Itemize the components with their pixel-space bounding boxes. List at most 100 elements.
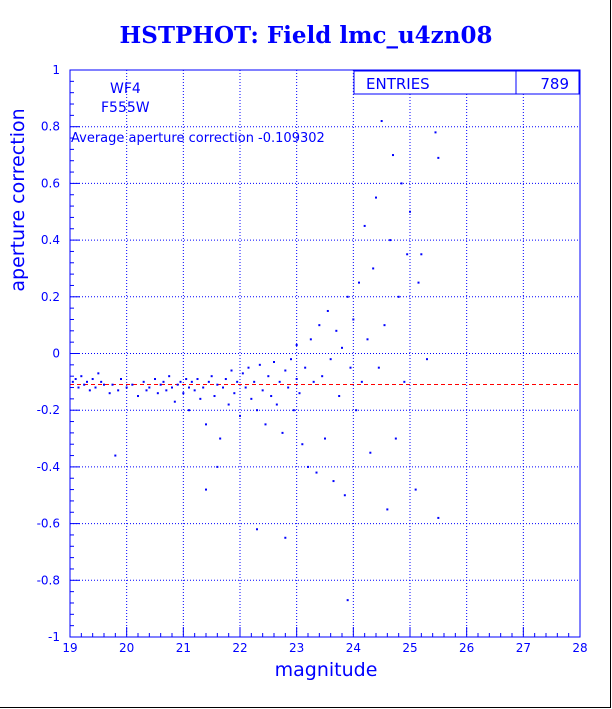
- data-point: [162, 380, 165, 383]
- data-point: [273, 361, 275, 364]
- data-point: [227, 403, 230, 406]
- data-point: [434, 131, 437, 134]
- data-point: [222, 386, 224, 389]
- data-point: [403, 380, 406, 383]
- data-point: [77, 386, 80, 389]
- data-point: [409, 210, 411, 213]
- x-tick-label: 19: [62, 641, 77, 655]
- data-point: [224, 378, 227, 381]
- data-point: [386, 508, 389, 511]
- data-point: [338, 395, 341, 398]
- data-point: [205, 488, 207, 491]
- stats-entries-label: ENTRIES: [366, 75, 430, 93]
- data-point: [380, 120, 383, 123]
- data-point: [284, 369, 287, 372]
- y-tick-label: 0.6: [41, 176, 60, 190]
- y-axis-label: aperture correction: [7, 108, 29, 291]
- y-tick-label: -0.4: [37, 460, 60, 474]
- data-point: [346, 295, 349, 298]
- y-tick-label: -0.2: [37, 403, 60, 417]
- data-point: [94, 386, 97, 389]
- x-tick-label: 27: [516, 641, 531, 655]
- data-point: [420, 253, 423, 256]
- data-point: [83, 383, 86, 386]
- chip-label: WF4: [110, 81, 141, 97]
- x-tick-label: 25: [402, 641, 417, 655]
- data-point: [329, 358, 332, 361]
- data-point: [88, 389, 91, 392]
- data-point: [417, 281, 420, 284]
- data-point: [100, 380, 103, 383]
- data-point: [332, 480, 335, 483]
- stats-entries-value: 789: [540, 75, 569, 93]
- data-point: [80, 375, 83, 378]
- average-text: Average aperture correction -0.109302: [71, 131, 325, 146]
- data-point: [309, 338, 312, 341]
- data-point: [326, 309, 329, 312]
- data-point: [312, 380, 315, 383]
- data-point: [250, 397, 253, 400]
- data-point: [292, 409, 295, 412]
- data-point: [165, 389, 168, 392]
- data-point: [414, 488, 417, 491]
- data-point: [304, 366, 307, 369]
- data-point: [261, 389, 264, 392]
- x-tick-label: 21: [176, 641, 191, 655]
- y-tick-label: 0.2: [41, 290, 60, 304]
- filter-label: F555W: [101, 100, 150, 116]
- data-point: [400, 182, 403, 185]
- data-point: [239, 414, 241, 417]
- data-point: [275, 403, 278, 406]
- data-point: [324, 437, 326, 440]
- x-tick-label: 26: [459, 641, 474, 655]
- data-point: [349, 366, 352, 369]
- data-point: [287, 386, 290, 389]
- data-point: [142, 380, 145, 383]
- chart-title: HSTPHOT: Field lmc_u4zn08: [119, 22, 493, 49]
- data-point: [394, 437, 397, 440]
- data-point: [377, 366, 380, 369]
- y-tick-labels: -1 -0.8 -0.6 -0.4 -0.2 0 0.2 0.4 0.6 0.8 1: [37, 63, 60, 644]
- data-point: [205, 423, 207, 426]
- data-point: [131, 383, 134, 386]
- data-point: [120, 378, 122, 381]
- scatter-points: [71, 120, 440, 602]
- data-point: [202, 386, 205, 389]
- data-point: [216, 383, 219, 386]
- data-point: [301, 443, 304, 446]
- data-point: [363, 224, 366, 227]
- tick-marks: [69, 69, 581, 638]
- data-point: [383, 324, 386, 327]
- y-tick-label: 0.8: [41, 120, 60, 134]
- data-point: [182, 392, 185, 395]
- x-tick-label: 22: [232, 641, 247, 655]
- data-point: [71, 380, 74, 383]
- y-tick-label: -0.8: [37, 573, 60, 587]
- data-point: [358, 281, 360, 284]
- data-point: [295, 343, 298, 346]
- data-point: [108, 392, 111, 395]
- data-point: [168, 375, 171, 378]
- data-point: [185, 378, 188, 381]
- data-point: [148, 386, 151, 389]
- y-tick-label: 0.4: [41, 233, 60, 247]
- data-point: [360, 380, 363, 383]
- data-point: [321, 375, 324, 378]
- data-point: [236, 380, 239, 383]
- data-point: [241, 372, 244, 375]
- data-point: [369, 451, 372, 454]
- y-tick-label: -0.6: [37, 517, 60, 531]
- data-point: [137, 395, 139, 398]
- data-point: [256, 528, 258, 531]
- data-point: [247, 366, 250, 369]
- data-point: [193, 389, 196, 392]
- data-point: [392, 154, 394, 157]
- data-point: [171, 386, 173, 389]
- data-point: [117, 389, 120, 392]
- data-point: [366, 338, 369, 341]
- data-point: [315, 471, 318, 474]
- data-point: [284, 536, 287, 539]
- data-point: [343, 494, 346, 497]
